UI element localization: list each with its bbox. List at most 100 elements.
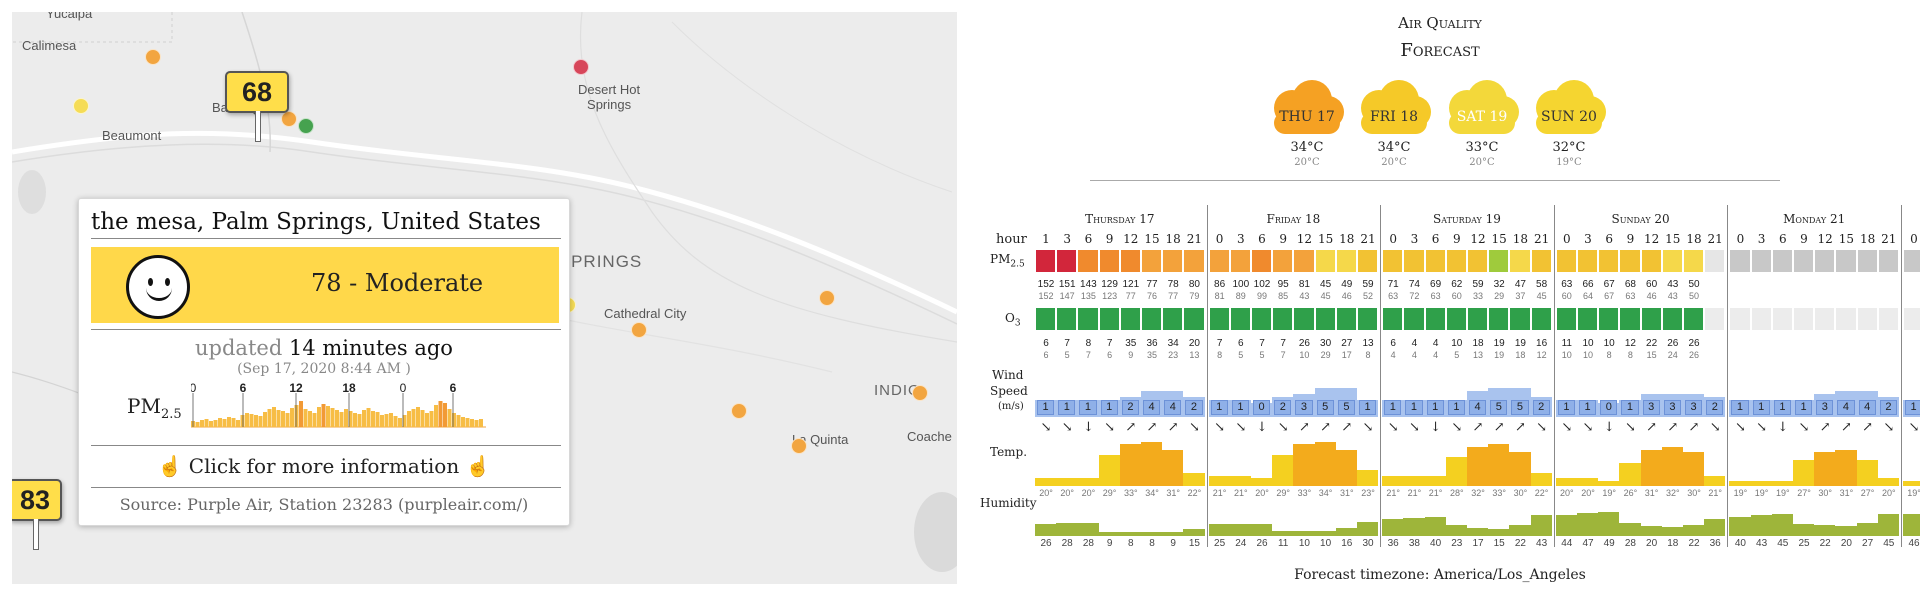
o3-cell <box>1705 308 1725 330</box>
history-bar <box>276 410 281 427</box>
day-summary-cloud: THU 17 <box>1268 80 1346 136</box>
temp-value: 22° <box>1534 488 1549 498</box>
station-dot[interactable] <box>298 118 314 134</box>
humidity-value: 44 <box>1561 538 1573 549</box>
history-bar <box>245 413 249 427</box>
humidity-bar <box>1183 528 1205 536</box>
smiley-face-icon <box>126 255 190 319</box>
wind-value: 0 <box>1600 400 1618 415</box>
hour-label: 21 <box>1707 232 1723 246</box>
humidity-value: 9 <box>1170 538 1176 549</box>
forecast-subtitle: Forecast <box>1400 40 1480 61</box>
humidity-bar <box>1382 518 1404 536</box>
aqi-marker[interactable]: 83 <box>12 479 62 550</box>
place-label-desert-hot-springs: Desert Hot Springs <box>578 82 641 112</box>
map-panel[interactable]: Yucaipa Calimesa Beaumont Banning Desert… <box>12 12 957 584</box>
o3-max: 7 <box>1259 338 1265 349</box>
temp-bar <box>1382 475 1404 486</box>
hour-label: 18 <box>1512 232 1529 246</box>
temp-value: 32° <box>1471 488 1485 498</box>
history-bar <box>258 416 263 427</box>
wind-direction-icon: ↘ <box>1709 420 1721 435</box>
pm25-cell <box>1446 250 1466 272</box>
history-bar <box>411 409 416 427</box>
station-dot[interactable] <box>819 290 835 306</box>
place-label: Yucaipa <box>46 12 93 21</box>
o3-min: 5 <box>1259 350 1265 360</box>
hour-label: 3 <box>1584 232 1592 246</box>
wind-direction-icon: ↗ <box>1167 420 1179 435</box>
o3-min: 24 <box>1667 350 1678 360</box>
o3-cell <box>1142 308 1162 330</box>
o3-cell <box>1578 308 1598 330</box>
hour-label: 15 <box>1144 232 1160 246</box>
pm25-cell <box>1358 250 1378 272</box>
pm25-max: 43 <box>1667 279 1679 290</box>
aqi-marker[interactable]: 68 <box>225 71 289 142</box>
hour-label: 21 <box>1533 232 1550 246</box>
day-separator <box>1380 205 1382 547</box>
wind-value: 1 <box>1579 400 1597 415</box>
humidity-value: 15 <box>1188 538 1200 549</box>
humidity-value: 11 <box>1277 538 1289 549</box>
o3-max: 30 <box>1320 338 1332 349</box>
divider <box>91 445 561 446</box>
humidity-value: 40 <box>1734 538 1746 549</box>
pm25-cell <box>1336 250 1356 272</box>
temp-bar <box>1119 444 1141 486</box>
place-label: Beaumont <box>102 128 162 143</box>
history-bar <box>240 415 245 427</box>
o3-max: 4 <box>1411 338 1418 349</box>
temp-value: 33° <box>1492 488 1506 498</box>
temp-value: 30° <box>1687 488 1701 498</box>
o3-max: 16 <box>1536 338 1548 349</box>
pm25-cell <box>1383 250 1403 272</box>
temp-bar <box>1577 478 1599 486</box>
o3-cell <box>1904 308 1920 330</box>
wind-direction-icon: ↗ <box>1667 420 1679 435</box>
o3-cell <box>1252 308 1272 330</box>
o3-cell <box>1209 308 1229 330</box>
day-summary-cloud: SUN 20 <box>1530 80 1608 136</box>
humidity-bar <box>1272 530 1294 536</box>
wind-direction-icon: ↘ <box>1362 420 1374 435</box>
pm25-max: 78 <box>1167 279 1179 290</box>
wind-direction-icon: ↘ <box>1536 420 1548 435</box>
humidity-bar <box>1814 525 1836 536</box>
o3-min: 29 <box>1320 350 1331 360</box>
humidity-bar <box>1229 524 1251 536</box>
o3-min: 10 <box>1582 350 1593 360</box>
history-bar <box>447 409 452 427</box>
temp-bar <box>1314 441 1336 486</box>
temp-bar <box>1661 447 1683 486</box>
history-bar <box>263 412 267 427</box>
station-dot[interactable] <box>145 49 161 65</box>
wind-direction-icon: ↘ <box>1624 420 1636 435</box>
pm25-min: 46 <box>1646 291 1657 301</box>
hour-label: 3 <box>1236 232 1245 246</box>
wind-value: 3 <box>1295 400 1313 415</box>
wind-direction-icon: ↓ <box>1430 420 1442 435</box>
wind-direction-icon: ↘ <box>1214 420 1226 435</box>
o3-max: 20 <box>1188 338 1200 349</box>
hour-label: 6 <box>1605 232 1613 246</box>
station-popup[interactable]: the mesa, Palm Springs, United States 78… <box>78 198 570 526</box>
humidity-bar <box>1793 524 1815 536</box>
station-dot[interactable] <box>631 322 647 338</box>
humidity-value: 36 <box>1387 538 1399 549</box>
o3-min: 9 <box>1128 350 1134 360</box>
station-dot[interactable] <box>912 385 928 401</box>
pm25-cell <box>1684 250 1704 272</box>
pm25-cell <box>1099 250 1119 272</box>
history-bar <box>326 406 330 427</box>
station-dot[interactable] <box>731 403 747 419</box>
more-info-link[interactable]: ☝ Click for more information ☝ <box>79 454 569 478</box>
station-dot[interactable] <box>281 111 297 127</box>
station-dot[interactable] <box>791 438 807 454</box>
pm25-max: 86 <box>1214 279 1226 290</box>
station-dot[interactable] <box>73 98 89 114</box>
station-dot[interactable] <box>573 59 589 75</box>
pm25-history-chart: 0 6 12 18 0 6 <box>191 383 486 428</box>
wind-value: 1 <box>1621 400 1639 415</box>
row-label-wind-unit: (m/s) <box>998 401 1024 412</box>
